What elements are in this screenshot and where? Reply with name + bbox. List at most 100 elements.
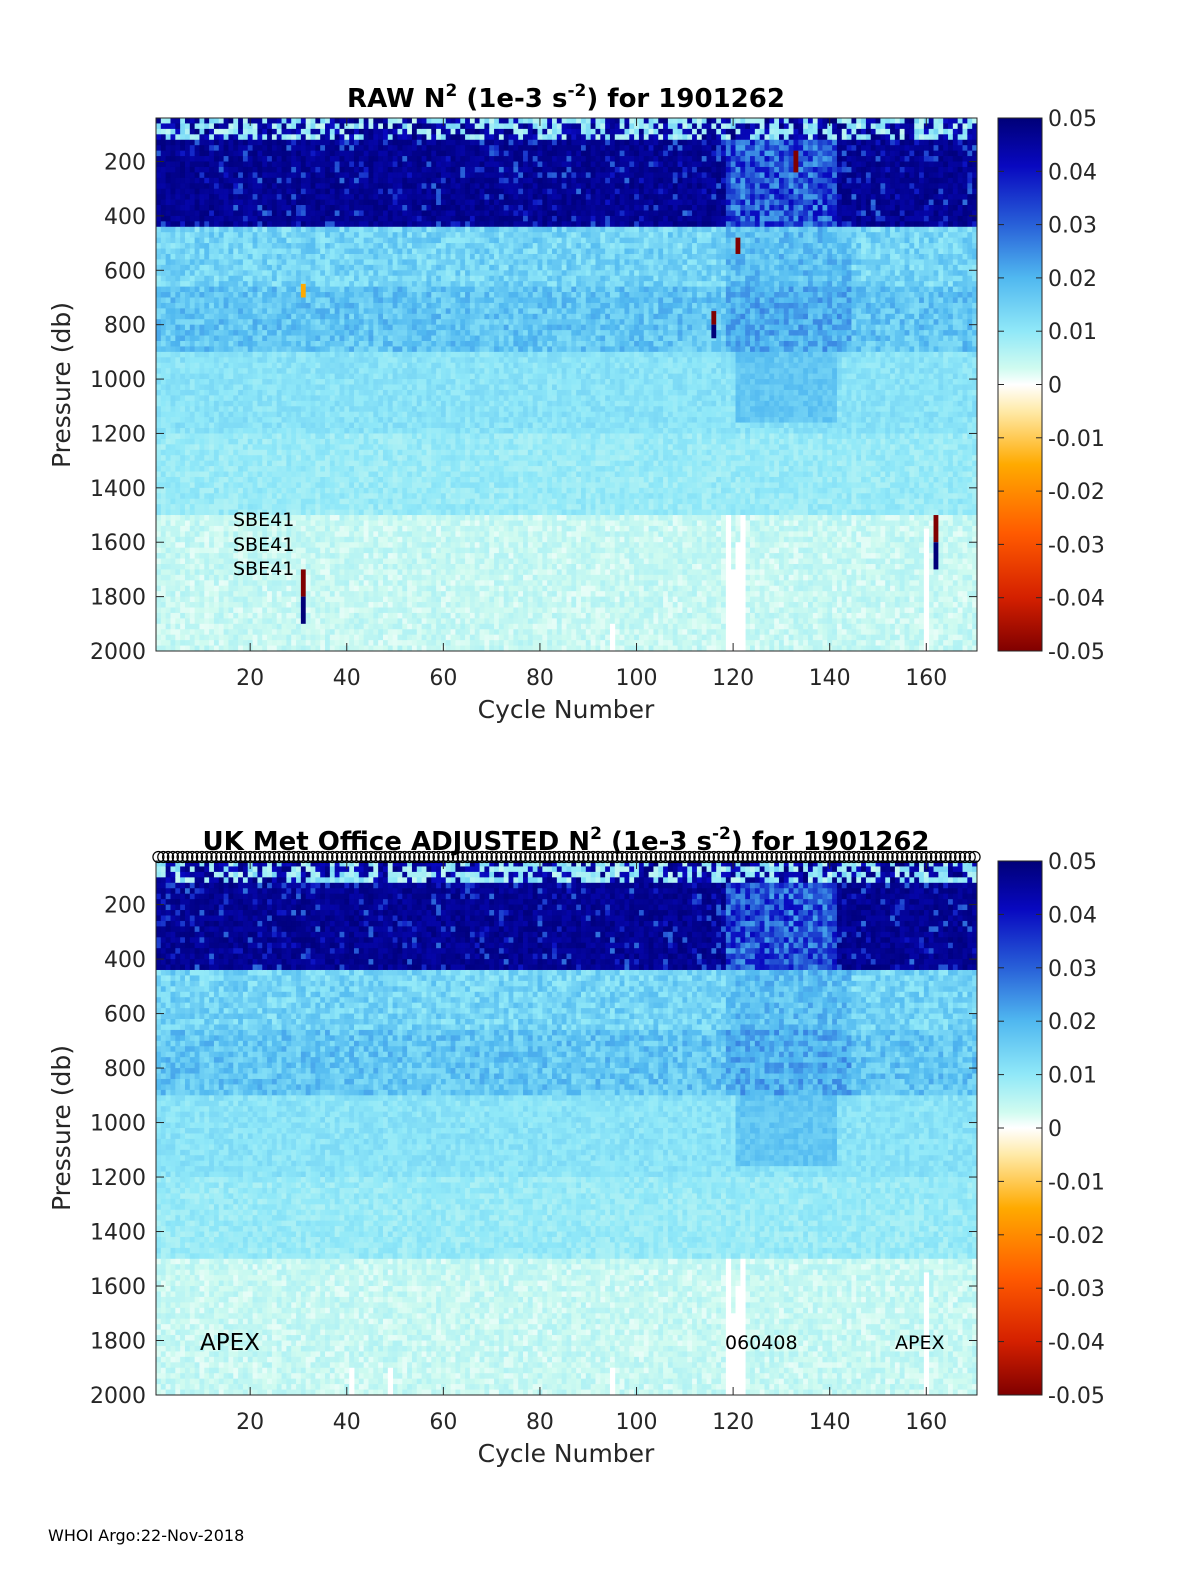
heatmap-cell [233,373,239,380]
heatmap-cell [387,422,394,429]
heatmap-cell [199,139,205,146]
heatmap-cell [349,172,355,179]
heatmap-cell [228,618,234,625]
heatmap-cell [325,362,331,369]
heatmap-cell [329,531,336,538]
heatmap-cell [170,520,176,527]
heatmap-cell [397,493,403,500]
heatmap-cell [334,150,340,157]
heatmap-cell [276,237,282,244]
heatmap-cell [257,466,263,472]
heatmap-cell [286,384,292,391]
heatmap-cell [349,243,355,249]
heatmap-cell [305,444,311,451]
heatmap-cell [189,482,196,489]
heatmap-cell [310,476,316,483]
heatmap-cell [387,357,394,364]
heatmap-cell [204,286,210,293]
heatmap-cell [315,460,321,467]
heatmap-cell [156,634,162,641]
heatmap-cell [204,476,210,483]
heatmap-cell [296,444,302,451]
heatmap-cell [228,335,234,342]
heatmap-cell [165,422,171,429]
heatmap-cell [387,145,394,152]
heatmap-cell [223,471,229,478]
heatmap-cell [233,340,239,347]
heatmap-cell [358,379,365,385]
heatmap-cell [218,438,225,445]
heatmap-cell [344,139,350,146]
heatmap-cell [378,466,384,472]
heatmap-cell [300,270,307,277]
heatmap-cell [296,205,302,211]
heatmap-cell [281,531,287,538]
heatmap-cell [291,243,297,249]
heatmap-cell [286,199,292,206]
heatmap-cell [387,471,394,478]
heatmap-cell [305,591,311,598]
heatmap-cell [368,270,374,277]
heatmap-cell [184,226,191,233]
heatmap-cell [247,585,253,592]
heatmap-cell [286,444,292,451]
heatmap-cell [257,177,263,184]
heatmap-cell [296,574,302,581]
heatmap-cell [363,389,369,396]
heatmap-cell [349,449,355,456]
heatmap-cell [271,270,278,277]
heatmap-cell [281,417,287,423]
heatmap-cell [160,428,167,434]
heatmap-cell [156,128,162,135]
heatmap-cell [334,569,340,576]
heatmap-cell [184,645,191,652]
heatmap-cell [315,161,321,168]
heatmap-cell [213,460,220,467]
heatmap-cell [189,177,196,184]
heatmap-cell [165,623,171,630]
heatmap-cell [271,384,278,391]
heatmap-cell [392,455,398,462]
heatmap-cell [218,476,225,483]
heatmap-cell [175,264,181,271]
heatmap-cell [262,498,268,505]
heatmap-cell [199,302,205,309]
heatmap-cell [199,215,205,222]
heatmap-cell [368,618,374,625]
heatmap-cell [209,623,215,630]
heatmap-cell [170,482,176,489]
heatmap-cell [378,232,384,239]
heatmap-cell [373,205,379,211]
heatmap-cell [378,194,384,200]
heatmap-cell [180,400,186,407]
heatmap-cell [325,340,331,347]
heatmap-cell [199,297,205,304]
heatmap-cell [373,264,379,271]
heatmap-cell [392,351,398,358]
heatmap-cell [223,243,229,249]
heatmap-cell [257,286,263,293]
heatmap-cell [286,406,292,413]
heatmap-cell [170,466,176,472]
heatmap-cell [344,275,350,282]
heatmap-cell [262,525,268,532]
heatmap-cell [378,400,384,407]
heatmap-cell [300,243,307,249]
heatmap-cell [329,602,336,608]
heatmap-cell [358,210,365,217]
heatmap-cell [382,634,389,641]
heatmap-cell [271,150,278,157]
heatmap-cell [382,270,389,277]
heatmap-cell [325,237,331,244]
heatmap-cell [180,476,186,483]
heatmap-cell [329,275,336,282]
heatmap-cell [286,357,292,364]
heatmap-cell [267,569,273,576]
heatmap-cell [257,368,263,375]
heatmap-cell [156,520,162,527]
heatmap-cell [228,449,234,456]
heatmap-cell [160,422,167,429]
heatmap-cell [276,183,282,190]
heatmap-cell [281,226,287,233]
heatmap-cell [209,531,215,538]
